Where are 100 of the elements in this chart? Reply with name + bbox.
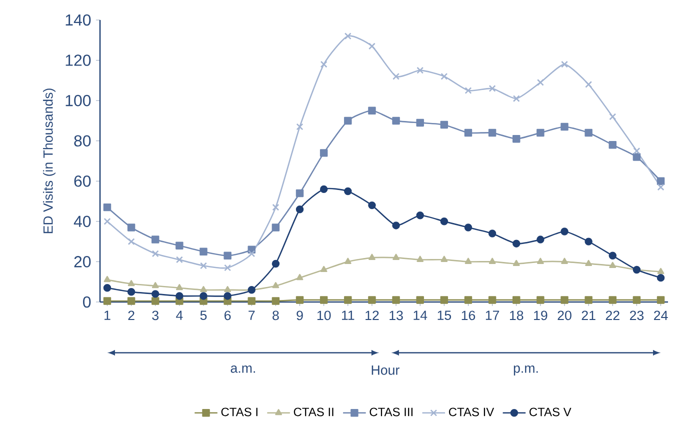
point xyxy=(512,95,520,102)
point xyxy=(440,256,448,262)
point xyxy=(560,228,568,236)
point xyxy=(488,230,496,238)
y-tick-label: 60 xyxy=(74,175,91,187)
x-tick-label: 11 xyxy=(342,310,354,320)
point xyxy=(416,118,424,127)
point xyxy=(200,286,207,292)
point xyxy=(344,116,352,125)
point xyxy=(512,240,520,248)
point xyxy=(272,282,280,288)
point xyxy=(128,280,135,286)
point xyxy=(224,286,232,292)
point xyxy=(296,123,304,130)
point xyxy=(224,264,232,272)
point xyxy=(608,252,617,260)
point xyxy=(392,296,400,304)
point xyxy=(488,128,496,137)
point xyxy=(464,224,472,232)
point xyxy=(151,290,160,298)
point xyxy=(128,238,135,246)
x-tick-label: 21 xyxy=(582,310,596,320)
point xyxy=(103,284,112,292)
point xyxy=(609,113,616,120)
x-tick-label: 5 xyxy=(200,310,207,320)
point xyxy=(536,236,544,244)
point xyxy=(488,258,496,264)
point xyxy=(512,296,520,304)
point xyxy=(368,201,376,210)
point xyxy=(560,296,568,304)
point xyxy=(272,260,280,268)
point xyxy=(272,297,280,305)
point xyxy=(561,258,568,264)
point xyxy=(585,80,592,88)
point xyxy=(488,84,496,92)
point xyxy=(561,60,568,68)
x-tick-label: 15 xyxy=(438,310,452,320)
point xyxy=(344,187,352,196)
point xyxy=(272,204,280,211)
y-tick-label: 20 xyxy=(74,256,91,268)
legend-label: CTAS IV xyxy=(448,408,494,416)
y-tick-label: 0 xyxy=(83,296,91,308)
legend-label: CTAS I xyxy=(221,408,258,416)
y-tick-label: 140 xyxy=(66,14,91,26)
point xyxy=(416,66,424,74)
point xyxy=(392,116,400,125)
x-tick-label: 17 xyxy=(486,310,500,320)
point xyxy=(248,250,256,258)
point xyxy=(584,128,592,137)
point xyxy=(368,254,376,260)
x-tick-label: 10 xyxy=(317,310,331,320)
text: a.m. xyxy=(230,366,255,373)
point xyxy=(320,296,328,304)
point xyxy=(320,266,328,272)
x-tick-label: 13 xyxy=(390,310,403,320)
y-tick-label: 80 xyxy=(74,135,91,147)
point xyxy=(657,268,664,274)
point xyxy=(296,296,304,304)
point xyxy=(464,87,472,94)
point xyxy=(656,274,665,282)
point xyxy=(488,296,496,304)
point xyxy=(127,288,136,296)
x-tick-label: 18 xyxy=(510,310,524,320)
legend-label: CTAS V xyxy=(530,408,572,416)
point xyxy=(200,292,208,300)
x-tick-label: 6 xyxy=(224,310,231,320)
point xyxy=(224,292,232,300)
point xyxy=(512,134,520,143)
y-tick-label: 40 xyxy=(74,216,91,228)
point xyxy=(536,128,544,137)
point xyxy=(176,256,183,264)
point xyxy=(585,260,592,266)
point xyxy=(200,248,208,256)
y-tick-label: 120 xyxy=(66,54,91,66)
point xyxy=(272,224,280,232)
legend-label: CTAS III xyxy=(370,408,412,416)
point xyxy=(392,72,400,80)
text: Hour xyxy=(372,366,400,375)
point xyxy=(512,260,520,266)
point xyxy=(104,276,111,282)
point xyxy=(104,218,111,225)
point xyxy=(464,258,472,264)
point xyxy=(464,128,472,137)
point xyxy=(416,212,424,220)
point xyxy=(320,60,328,68)
point xyxy=(344,258,352,264)
x-tick-label: 9 xyxy=(296,310,303,320)
point xyxy=(368,42,376,50)
point xyxy=(440,218,448,226)
point xyxy=(320,149,328,157)
point xyxy=(633,147,640,154)
x-tick-label: 7 xyxy=(248,310,255,320)
point xyxy=(296,205,304,214)
point xyxy=(440,120,448,129)
point xyxy=(536,258,544,264)
x-tick-label: 8 xyxy=(272,310,279,320)
x-tick-label: 19 xyxy=(534,310,548,320)
point xyxy=(608,141,617,149)
point xyxy=(632,296,641,304)
point xyxy=(440,296,448,304)
